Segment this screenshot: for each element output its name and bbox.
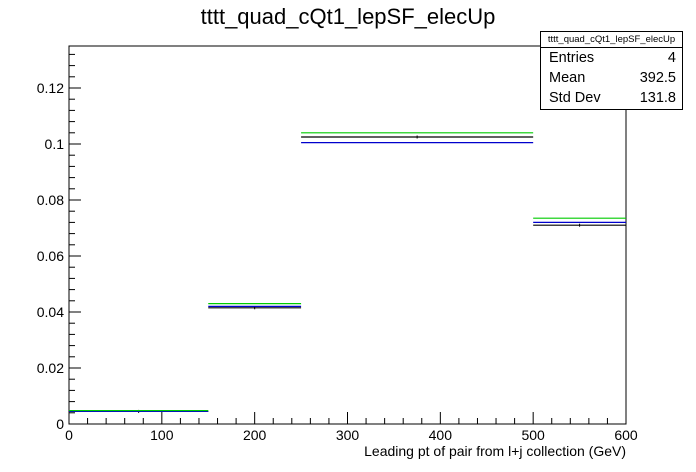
stats-mean-value: 392.5 (639, 70, 676, 86)
y-tick-label: 0.12 (37, 80, 64, 96)
stats-std-row: Std Dev 131.8 (541, 88, 682, 108)
y-tick-label: 0.1 (45, 136, 65, 152)
stats-mean-row: Mean 392.5 (541, 68, 682, 88)
x-tick-label: 100 (150, 427, 174, 443)
x-tick-label: 400 (429, 427, 453, 443)
stats-entries-value: 4 (667, 50, 676, 66)
y-tick-label: 0 (56, 416, 64, 432)
x-tick-label: 200 (243, 427, 267, 443)
y-tick-label: 0.08 (37, 192, 64, 208)
stats-std-label: Std Dev (549, 90, 601, 106)
x-axis-label: Leading pt of pair from l+j collection (… (364, 443, 626, 459)
axis-layer: 0 100 200 300 400 500 600 0 0.02 0.04 0.06 0.08 0.1 0… (37, 53, 638, 443)
y-tick-label: 0.04 (37, 304, 64, 320)
x-tick-label: 300 (336, 427, 360, 443)
stats-box: tttt_quad_cQt1_lepSF_elecUp Entries 4 Me… (540, 31, 683, 110)
stats-box-title: tttt_quad_cQt1_lepSF_elecUp (541, 32, 682, 48)
stats-entries-row: Entries 4 (541, 48, 682, 68)
x-tick-label: 500 (521, 427, 545, 443)
stats-mean-label: Mean (549, 70, 586, 86)
y-tick-label: 0.02 (37, 360, 64, 376)
x-tick-label: 600 (614, 427, 638, 443)
chart-title: tttt_quad_cQt1_lepSF_elecUp (200, 4, 496, 29)
series-layer (69, 132, 626, 413)
stats-std-value: 131.8 (639, 90, 676, 106)
y-tick-label: 0.06 (37, 248, 64, 264)
stats-entries-label: Entries (549, 50, 595, 66)
x-tick-label: 0 (65, 427, 73, 443)
